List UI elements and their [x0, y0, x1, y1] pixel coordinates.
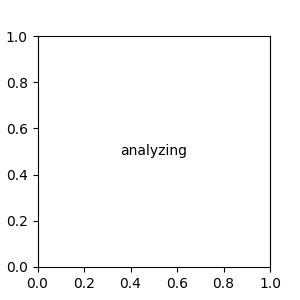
Text: analyzing: analyzing	[120, 145, 187, 158]
